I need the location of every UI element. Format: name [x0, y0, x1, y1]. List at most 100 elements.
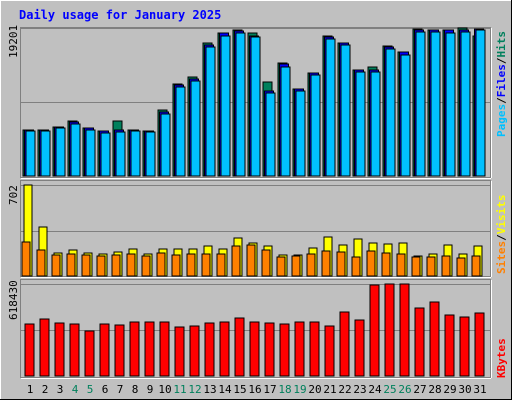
bar-sites-day-3 [51, 254, 61, 277]
legend-sites: Sites [495, 241, 508, 274]
bar-pages-day-25 [385, 48, 396, 177]
x-label-day-12: 12 [188, 383, 201, 396]
x-label-day-10: 10 [158, 383, 171, 396]
bar-sites-day-21 [321, 250, 331, 277]
bar-kbytes-day-13 [204, 322, 215, 377]
x-label-day-18: 18 [278, 383, 291, 396]
bar-pages-day-26 [400, 54, 411, 177]
bar-sites-day-29 [441, 255, 451, 277]
bar-sites-day-7 [111, 254, 121, 277]
legend-sep-2: / [495, 57, 508, 64]
legend-visits: Visits [495, 195, 508, 235]
bar-pages-day-20 [310, 74, 321, 177]
bar-sites-day-10 [156, 252, 166, 277]
bar-kbytes-day-2 [39, 318, 50, 377]
bar-kbytes-day-15 [234, 317, 245, 377]
bar-sites-day-4 [66, 253, 76, 277]
bar-pages-day-16 [250, 36, 261, 177]
bar-kbytes-day-4 [69, 323, 80, 377]
x-label-day-11: 11 [173, 383, 186, 396]
bar-pages-day-2 [40, 130, 51, 177]
visitors-bars [21, 184, 483, 277]
bar-sites-day-12 [186, 253, 196, 277]
x-label-day-5: 5 [87, 383, 94, 396]
bar-pages-day-11 [175, 86, 186, 177]
x-label-day-26: 26 [398, 383, 411, 396]
bar-pages-day-1 [25, 130, 36, 177]
bar-sites-day-17 [261, 249, 271, 277]
bar-kbytes-day-25 [384, 283, 395, 377]
bar-sites-day-6 [96, 255, 106, 277]
bar-sites-day-27 [411, 256, 421, 277]
bar-kbytes-day-6 [99, 323, 110, 377]
x-label-day-28: 28 [428, 383, 441, 396]
bar-pages-day-27 [415, 31, 426, 177]
bar-kbytes-day-10 [159, 321, 170, 377]
visitors-legend: Sites/Visits [495, 195, 508, 275]
legend-sep-3: / [495, 234, 508, 241]
bar-kbytes-day-9 [144, 321, 155, 377]
bar-sites-day-20 [306, 253, 316, 277]
bar-sites-day-9 [141, 255, 151, 277]
bar-pages-day-17 [265, 92, 276, 177]
x-label-day-1: 1 [27, 383, 34, 396]
bar-sites-day-19 [291, 255, 301, 277]
bar-pages-day-8 [130, 130, 141, 177]
x-label-day-27: 27 [413, 383, 426, 396]
traffic-bars [22, 27, 486, 177]
x-axis-labels: 1 2 3 4 5 6 7 8 9 10 11 12 13 14 15 16 17 18 19 20 21 22 23 24 2… [27, 383, 487, 396]
volume-ymax-label: 618430 [7, 280, 20, 320]
bar-kbytes-day-26 [399, 283, 410, 377]
bar-pages-day-31 [475, 29, 486, 177]
x-label-day-24: 24 [368, 383, 382, 396]
bar-pages-day-24 [370, 71, 381, 177]
bar-sites-day-2 [36, 249, 46, 277]
bar-pages-day-7 [115, 131, 126, 177]
bar-sites-day-26 [396, 253, 406, 277]
x-label-day-25: 25 [383, 383, 396, 396]
x-label-day-4: 4 [72, 383, 79, 396]
bar-pages-day-14 [220, 35, 231, 177]
x-label-day-19: 19 [293, 383, 306, 396]
bar-sites-day-1 [21, 241, 31, 277]
bar-pages-day-30 [460, 31, 471, 177]
x-label-day-7: 7 [117, 383, 124, 396]
bar-sites-day-8 [126, 253, 136, 277]
bar-kbytes-day-11 [174, 326, 185, 377]
bar-kbytes-day-31 [474, 312, 485, 377]
traffic-legend: Pages/Files/Hits [495, 31, 508, 137]
bar-sites-day-30 [456, 257, 466, 277]
legend-files: Files [495, 64, 508, 97]
bar-pages-day-3 [55, 127, 66, 177]
bar-kbytes-day-16 [249, 321, 260, 377]
x-label-day-16: 16 [248, 383, 261, 396]
bar-pages-day-6 [100, 132, 111, 177]
bar-kbytes-day-28 [429, 301, 440, 377]
bar-kbytes-day-21 [324, 325, 335, 377]
bar-kbytes-day-8 [129, 321, 140, 377]
x-label-day-31: 31 [473, 383, 486, 396]
bar-pages-day-5 [85, 129, 96, 177]
bar-sites-day-11 [171, 254, 181, 277]
chart-title: Daily usage for January 2025 [19, 8, 221, 22]
bar-kbytes-day-3 [54, 322, 65, 377]
x-label-day-6: 6 [102, 383, 109, 396]
x-label-day-3: 3 [57, 383, 64, 396]
x-label-day-2: 2 [42, 383, 49, 396]
bar-sites-day-18 [276, 256, 286, 277]
legend-sep-1: / [495, 97, 508, 104]
x-label-day-17: 17 [263, 383, 276, 396]
bar-kbytes-day-1 [24, 323, 35, 377]
volume-bars [24, 283, 485, 377]
x-label-day-29: 29 [443, 383, 456, 396]
bar-sites-day-15 [231, 245, 241, 277]
bar-pages-day-15 [235, 32, 246, 177]
x-label-day-15: 15 [233, 383, 246, 396]
bar-sites-day-24 [366, 250, 376, 277]
bar-pages-day-23 [355, 71, 366, 177]
bar-sites-day-25 [381, 252, 391, 277]
bar-sites-day-16 [246, 244, 256, 277]
visitors-ymax-label: 702 [7, 185, 20, 205]
bar-pages-day-19 [295, 90, 306, 177]
bar-sites-day-5 [81, 254, 91, 277]
